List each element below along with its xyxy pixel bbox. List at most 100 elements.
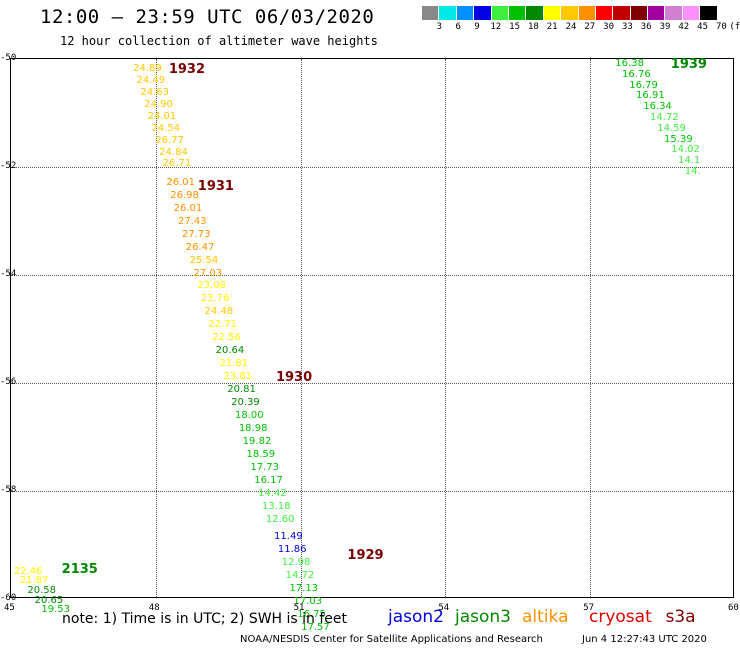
y-tick-label: -50 [0, 53, 17, 63]
pass-time-label: 1930 [275, 370, 313, 386]
wave-height-point: 27.43 [178, 215, 207, 227]
color-scale-label: 21 [546, 22, 558, 32]
wave-height-point: 26.98 [170, 189, 199, 201]
wave-height-point: 24.48 [204, 306, 234, 318]
wave-height-point: 21.87 [19, 575, 49, 587]
color-scale-label: 3 [436, 22, 443, 32]
y-tick-label: -58 [0, 485, 17, 495]
wave-height-point: 23.76 [200, 293, 230, 305]
color-swatch [456, 6, 475, 20]
color-scale-label: 70 [715, 22, 727, 32]
color-swatch [543, 6, 562, 20]
wave-height-point: 23.08 [197, 280, 226, 292]
wave-height-point: 12.60 [265, 513, 295, 525]
x-tick-label: 54 [438, 603, 450, 613]
wave-height-point: 13.18 [261, 500, 291, 512]
wave-height-point: 14.1 [678, 155, 701, 167]
wave-height-point: 16.91 [636, 90, 665, 102]
wave-height-point: 27.73 [181, 228, 211, 240]
color-swatch [700, 6, 718, 20]
y-tick-label: -54 [0, 269, 17, 279]
wave-height-point: 18.98 [238, 423, 268, 435]
y-tick-label: -56 [0, 377, 17, 387]
wave-height-point: 24.54 [151, 122, 181, 134]
color-scale-label: 12 [490, 22, 502, 32]
gridline-horizontal [11, 383, 733, 384]
pass-time-label: 1932 [168, 62, 206, 78]
gridline-horizontal [11, 275, 733, 276]
wave-height-point: 16.76 [622, 68, 651, 80]
wave-height-point: 22.56 [212, 332, 241, 344]
wave-height-point: 14.59 [657, 122, 686, 134]
pass-time-label: 1929 [347, 548, 384, 564]
x-tick-label: 45 [4, 603, 15, 613]
wave-height-point: 14.02 [671, 144, 700, 156]
color-scale-label: 30 [603, 22, 615, 32]
color-scale-label: 15 [509, 22, 521, 32]
gridline-horizontal [11, 491, 733, 492]
wave-height-point: 12.98 [281, 556, 311, 568]
wave-height-point: 22.71 [208, 319, 238, 331]
wave-height-point: 16.79 [629, 79, 658, 91]
gridline-vertical [445, 59, 447, 597]
map-plot-area: 24.89 24.49 24.63 24.90 24.01 24.54 26.77 24.84… [10, 57, 734, 632]
color-swatch [630, 6, 649, 20]
color-swatch [491, 6, 509, 20]
wave-height-point: 14.72 [650, 112, 679, 123]
color-scale-label: 33 [621, 22, 633, 32]
color-scale-label: (ft) [729, 22, 740, 32]
gridline-vertical [300, 59, 302, 597]
footnote: note: 1) Time is in UTC; 2) SWH is in fe… [62, 611, 348, 627]
wave-height-point: 11.86 [277, 544, 307, 555]
wave-height-point: 16.17 [254, 474, 283, 486]
wave-height-point: 26.71 [162, 158, 192, 170]
color-swatch [526, 6, 544, 20]
pass-time-label: 2135 [61, 561, 98, 577]
color-swatch [474, 6, 492, 20]
gridline-vertical [590, 59, 592, 597]
wave-height-point: 14.72 [285, 569, 315, 581]
color-swatch [613, 6, 631, 20]
legend-item-cryosat: cryosat [589, 607, 652, 627]
wave-height-point: 20.58 [27, 585, 57, 597]
y-tick-label: -60 [0, 593, 17, 603]
wave-height-point: 14. [684, 166, 701, 177]
wave-height-point: 26.01 [173, 202, 203, 214]
credit-line: NOAA/NESDIS Center for Satellite Applica… [240, 634, 543, 645]
color-scale-label: 24 [565, 22, 577, 32]
legend-item-altika: altika [522, 607, 569, 627]
y-tick-label: -52 [0, 161, 17, 171]
color-scale-label: 42 [678, 22, 690, 32]
color-scale-label: 6 [455, 22, 461, 32]
color-scale-label: 36 [640, 22, 652, 32]
color-swatch [665, 6, 683, 20]
wave-height-point: 16.34 [643, 101, 672, 113]
wave-height-point: 26.47 [185, 241, 215, 253]
wave-height-point: 15.39 [664, 133, 693, 145]
x-tick-label: 48 [148, 603, 160, 613]
color-scale-bar [422, 6, 718, 20]
color-swatch [508, 6, 527, 20]
page-subtitle: 12 hour collection of altimeter wave hei… [60, 34, 378, 48]
wave-height-point: 11.49 [274, 531, 303, 543]
x-tick-label: 60 [728, 603, 739, 613]
wave-height-point: 18.00 [234, 410, 264, 422]
wave-height-point: 25.54 [189, 254, 219, 266]
legend-item-s3a: s3a [665, 607, 696, 627]
wave-height-point: 20.81 [227, 384, 256, 396]
wave-height-point: 19.53 [41, 604, 71, 616]
wave-height-point: 16.75 [297, 608, 326, 620]
wave-height-point: 24.49 [136, 75, 166, 87]
color-scale-label: 18 [527, 22, 539, 32]
color-swatch [561, 6, 579, 20]
wave-height-point: 17.03 [293, 595, 322, 607]
generated-timestamp: Jun 4 12:27:43 UTC 2020 [582, 634, 707, 645]
wave-height-point: 26.01 [166, 176, 196, 188]
wave-height-point: 24.89 [133, 63, 162, 75]
wave-height-point: 14.42 [258, 487, 287, 499]
page-title: 12:00 — 23:59 UTC 06/03/2020 [40, 6, 375, 28]
color-scale-label: 39 [659, 22, 671, 32]
color-swatch [422, 6, 440, 20]
